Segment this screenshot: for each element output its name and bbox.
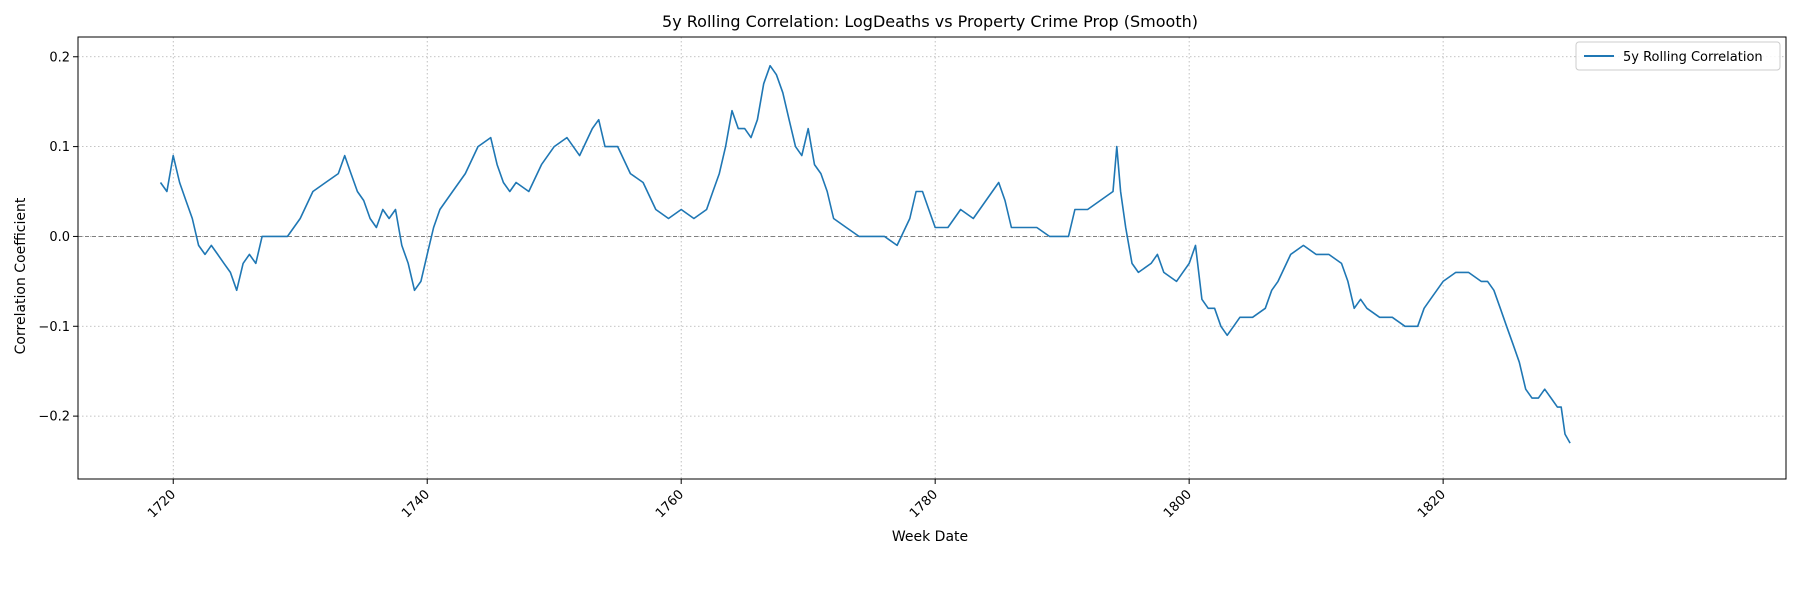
legend-label: 5y Rolling Correlation xyxy=(1623,50,1763,65)
y-tick-label: 0.0 xyxy=(49,230,70,245)
y-tick-label: −0.2 xyxy=(38,410,70,425)
legend: 5y Rolling Correlation xyxy=(1576,42,1780,70)
y-axis-label: Correlation Coefficient xyxy=(13,197,29,354)
y-tick-label: −0.1 xyxy=(38,320,70,335)
chart-title: 5y Rolling Correlation: LogDeaths vs Pro… xyxy=(662,12,1198,31)
y-tick-label: 0.1 xyxy=(49,140,70,155)
x-axis-label: Week Date xyxy=(892,529,968,545)
y-tick-label: 0.2 xyxy=(49,50,70,65)
